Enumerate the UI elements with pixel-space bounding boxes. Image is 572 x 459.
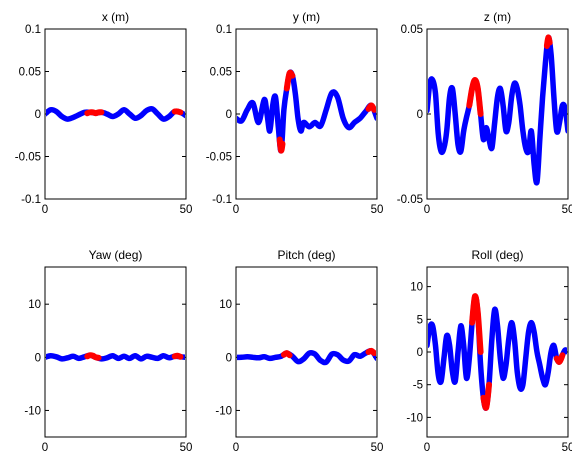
highlight-segment xyxy=(84,109,105,117)
y-tick-label: 0 xyxy=(417,109,423,121)
series-line xyxy=(428,34,567,186)
y-tick-label: 0 xyxy=(35,352,41,364)
y-tick-label: 5 xyxy=(417,314,423,326)
y-tick-label: 10 xyxy=(410,282,423,294)
y-tick-label: 0 xyxy=(417,347,423,359)
subplot-0: x (m) -0.1 -0.05 0 0.05 0.1 0 50 xyxy=(15,10,193,216)
y-tick-label: 0.05 xyxy=(19,67,41,79)
series-line xyxy=(428,293,567,411)
subplot-3: Yaw (deg) -10 0 10 0 50 xyxy=(24,248,192,454)
x-tick-label: 0 xyxy=(42,442,48,454)
plot-area xyxy=(428,293,567,411)
highlight-segment xyxy=(171,108,184,116)
y-tick-label: 0.1 xyxy=(25,24,41,36)
x-tick-label: 0 xyxy=(424,442,430,454)
highlight-segment xyxy=(480,381,492,411)
y-tick-label: -0.05 xyxy=(206,152,232,164)
highlight-segment xyxy=(171,352,184,360)
subplot-title: Pitch (deg) xyxy=(277,248,335,262)
y-tick-label: 0.05 xyxy=(401,24,423,36)
subplot-title: y (m) xyxy=(293,10,320,24)
y-tick-label: 10 xyxy=(28,299,41,311)
highlight-segment xyxy=(543,34,553,49)
x-tick-label: 50 xyxy=(180,204,193,216)
highlight-segment xyxy=(365,102,376,113)
y-tick-label: -0.1 xyxy=(212,194,232,206)
y-tick-label: -10 xyxy=(406,412,423,424)
y-tick-label: 10 xyxy=(219,299,232,311)
y-tick-label: -0.05 xyxy=(397,194,423,206)
plot-area xyxy=(237,347,376,366)
subplot-1: y (m) -0.1 -0.05 0 0.05 0.1 0 50 xyxy=(206,10,384,216)
y-tick-label: -10 xyxy=(24,405,41,417)
plot-area xyxy=(46,106,185,122)
x-tick-label: 50 xyxy=(371,204,384,216)
x-tick-label: 0 xyxy=(233,442,239,454)
series-line xyxy=(237,69,376,154)
y-tick-label: -0.05 xyxy=(15,152,41,164)
subplot-5: Roll (deg) -10 -5 0 5 10 0 50 xyxy=(406,248,572,454)
subplot-4: Pitch (deg) -10 0 10 0 50 xyxy=(215,248,383,454)
highlight-segment xyxy=(276,136,286,154)
highlight-segment xyxy=(280,350,293,359)
y-tick-label: 0 xyxy=(226,109,232,121)
y-tick-label: 0.1 xyxy=(216,24,232,36)
highlight-segment xyxy=(469,293,484,355)
x-tick-label: 0 xyxy=(42,204,48,216)
x-tick-label: 50 xyxy=(562,204,572,216)
subplot-title: z (m) xyxy=(484,10,511,24)
highlight-segment xyxy=(466,77,484,117)
y-tick-label: -0.1 xyxy=(21,194,41,206)
highlight-segment xyxy=(365,347,376,357)
y-tick-label: 0.05 xyxy=(210,67,232,79)
x-tick-label: 50 xyxy=(562,442,572,454)
x-tick-label: 0 xyxy=(424,204,430,216)
series-line xyxy=(46,106,185,122)
subplot-title: x (m) xyxy=(102,10,129,24)
highlight-segment xyxy=(553,352,566,365)
plot-area xyxy=(237,69,376,154)
plot-area xyxy=(428,34,567,186)
x-tick-label: 0 xyxy=(233,204,239,216)
highlight-segment xyxy=(84,352,102,361)
subplot-title: Roll (deg) xyxy=(471,248,523,262)
axes-frame xyxy=(44,266,187,438)
y-tick-label: -10 xyxy=(215,405,232,417)
x-tick-label: 50 xyxy=(180,442,193,454)
y-tick-label: 0 xyxy=(226,352,232,364)
plot-area xyxy=(46,352,185,362)
y-tick-label: 0 xyxy=(35,109,41,121)
series-line xyxy=(237,347,376,366)
highlight-segment xyxy=(283,69,296,92)
x-tick-label: 50 xyxy=(371,442,384,454)
y-tick-label: -5 xyxy=(413,380,423,392)
subplot-title: Yaw (deg) xyxy=(89,248,143,262)
series-line xyxy=(46,352,185,362)
